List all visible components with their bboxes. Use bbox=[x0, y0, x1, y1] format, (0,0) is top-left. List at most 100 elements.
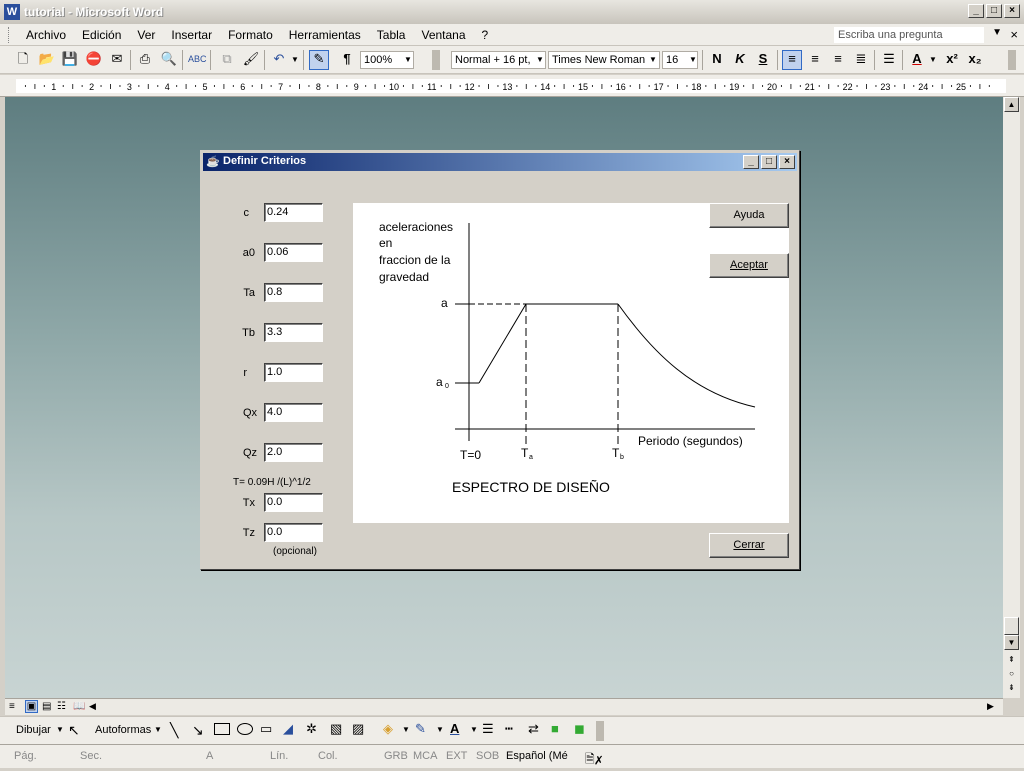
close-document-icon[interactable]: × bbox=[1010, 27, 1018, 42]
line-color-dropdown-icon[interactable]: ▼ bbox=[436, 725, 444, 734]
font-dropdown-icon[interactable]: ▼ bbox=[649, 55, 657, 64]
menu-insertar[interactable]: Insertar bbox=[171, 27, 213, 42]
draw-menu-button[interactable]: Dibujar bbox=[16, 724, 51, 736]
align-left-icon[interactable]: ≡ bbox=[782, 50, 802, 70]
web-view-icon[interactable]: ▣ bbox=[25, 700, 38, 713]
normal-view-icon[interactable]: ≡ bbox=[9, 701, 15, 712]
style-select[interactable]: Normal + 16 pt, bbox=[451, 51, 546, 69]
browse-object-icon[interactable]: ○ bbox=[1009, 669, 1014, 678]
menu-help[interactable]: ? bbox=[481, 27, 489, 42]
horizontal-ruler[interactable]: 1 2 3 4 5 6 7 8 9 10 11 12 13 14 15 16 17 18 19 20 21 22 23 24 2… bbox=[0, 75, 1024, 97]
horizontal-scrollbar[interactable]: ≡ ▣ ▤ ☷ 📖 ◀ ▶ bbox=[5, 698, 1003, 715]
open-folder-icon[interactable]: 📂 bbox=[38, 51, 56, 66]
spelling-icon[interactable]: ABC bbox=[188, 54, 207, 64]
next-page-icon[interactable]: ⇟ bbox=[1008, 683, 1015, 692]
dialog-maximize-button[interactable]: □ bbox=[761, 155, 777, 169]
spelling-status-icon[interactable]: 🗎✗ bbox=[585, 752, 603, 766]
font-color-dropdown-icon[interactable]: ▼ bbox=[929, 55, 937, 64]
dialog-minimize-button[interactable]: _ bbox=[743, 155, 759, 169]
font-size-dropdown-icon[interactable]: ▼ bbox=[689, 55, 697, 64]
field-input-a0[interactable]: 0.06 bbox=[264, 243, 323, 262]
align-right-icon[interactable]: ≡ bbox=[834, 51, 842, 66]
word-app-icon[interactable]: W bbox=[4, 4, 20, 20]
field-input-tb[interactable]: 3.3 bbox=[264, 323, 323, 342]
align-center-icon[interactable]: ≡ bbox=[811, 51, 819, 66]
italic-button[interactable]: K bbox=[735, 51, 745, 66]
line-color-icon[interactable]: ✎ bbox=[415, 721, 426, 736]
undo-dropdown-icon[interactable]: ▼ bbox=[291, 55, 299, 64]
textbox-icon[interactable]: ▭ bbox=[260, 721, 273, 736]
menu-ver[interactable]: Ver bbox=[137, 27, 156, 42]
menu-archivo[interactable]: Archivo bbox=[26, 27, 67, 42]
field-input-tz[interactable]: 0.0 bbox=[264, 523, 323, 542]
undo-icon[interactable]: ↶ bbox=[273, 51, 285, 66]
new-document-icon[interactable]: 🗋 bbox=[17, 51, 29, 66]
menu-ventana[interactable]: Ventana bbox=[421, 27, 466, 42]
scroll-thumb[interactable] bbox=[1004, 617, 1019, 635]
menu-edicion[interactable]: Edición bbox=[82, 27, 122, 42]
status-language[interactable]: Español (Mé bbox=[506, 750, 568, 762]
3d-style-icon[interactable]: ◼ bbox=[574, 721, 585, 736]
accept-button[interactable]: Aceptar bbox=[709, 253, 789, 278]
bold-button[interactable]: N bbox=[712, 51, 722, 66]
justify-icon[interactable]: ≣ bbox=[855, 51, 867, 66]
copy-icon[interactable]: ⧉ bbox=[222, 51, 232, 66]
field-input-tx[interactable]: 0.0 bbox=[264, 493, 323, 512]
scroll-left-icon[interactable]: ◀ bbox=[89, 701, 96, 711]
select-objects-icon[interactable]: ↖ bbox=[68, 722, 80, 738]
permission-icon[interactable]: ⛔ bbox=[85, 51, 103, 66]
dash-style-icon[interactable]: ┅ bbox=[505, 721, 513, 736]
print-view-icon[interactable]: ▤ bbox=[42, 701, 52, 712]
autoshapes-dropdown-icon[interactable]: ▼ bbox=[154, 725, 162, 734]
zoom-dropdown-icon[interactable]: ▼ bbox=[404, 55, 412, 64]
ask-dropdown-icon[interactable]: ▼ bbox=[992, 27, 1002, 38]
field-input-ta[interactable]: 0.8 bbox=[264, 283, 323, 302]
draw-dropdown-icon[interactable]: ▼ bbox=[56, 725, 64, 734]
scroll-right-icon[interactable]: ▶ bbox=[987, 701, 994, 711]
maximize-button[interactable]: □ bbox=[986, 4, 1002, 18]
menu-herramientas[interactable]: Herramientas bbox=[288, 27, 361, 42]
clipart-icon[interactable]: ▧ bbox=[330, 721, 343, 736]
print-icon[interactable]: ⎙ bbox=[139, 51, 151, 66]
minimize-button[interactable]: _ bbox=[968, 4, 984, 18]
menu-tabla[interactable]: Tabla bbox=[376, 27, 406, 42]
status-overtype[interactable]: SOB bbox=[476, 750, 500, 762]
arrow-icon[interactable]: ↘ bbox=[192, 722, 204, 738]
email-icon[interactable]: ✉ bbox=[111, 51, 123, 66]
format-painter-icon[interactable]: 🖌 bbox=[242, 51, 260, 66]
scroll-down-icon[interactable]: ▼ bbox=[1004, 635, 1019, 650]
outline-view-icon[interactable]: ☷ bbox=[57, 701, 66, 712]
zoom-select[interactable]: 100% bbox=[360, 51, 414, 69]
toolbar-options-icon[interactable] bbox=[596, 721, 604, 741]
field-input-qz[interactable]: 2.0 bbox=[264, 443, 323, 462]
bullets-icon[interactable]: ☰ bbox=[883, 51, 895, 66]
close-dialog-button[interactable]: Cerrar bbox=[709, 533, 789, 558]
close-button[interactable]: × bbox=[1004, 4, 1020, 18]
drawing-toggle-icon[interactable]: ✎ bbox=[309, 50, 329, 70]
wordart-icon[interactable]: ◢ bbox=[283, 721, 293, 736]
font-size-select[interactable]: 16 bbox=[662, 51, 698, 69]
status-extend[interactable]: EXT bbox=[446, 750, 468, 762]
previous-page-icon[interactable]: ⇞ bbox=[1008, 655, 1015, 664]
style-dropdown-icon[interactable]: ▼ bbox=[536, 55, 544, 64]
draw-font-color-dropdown-icon[interactable]: ▼ bbox=[470, 725, 478, 734]
oval-icon[interactable] bbox=[237, 723, 253, 735]
status-track[interactable]: MCA bbox=[413, 750, 438, 762]
print-preview-icon[interactable]: 🔍 bbox=[160, 51, 178, 66]
font-color-icon[interactable]: A bbox=[912, 51, 922, 66]
dialog-titlebar[interactable]: ☕ Definir Criterios _ □ × bbox=[203, 153, 797, 171]
show-formatting-icon[interactable]: ¶ bbox=[343, 51, 351, 66]
rectangle-icon[interactable] bbox=[214, 723, 230, 735]
insert-picture-icon[interactable]: ▨ bbox=[352, 721, 365, 736]
scroll-up-icon[interactable]: ▲ bbox=[1004, 97, 1019, 112]
field-input-r[interactable]: 1.0 bbox=[264, 363, 323, 382]
line-icon[interactable]: ╲ bbox=[170, 722, 179, 738]
ruler-track[interactable] bbox=[16, 79, 1006, 93]
help-button[interactable]: Ayuda bbox=[709, 203, 789, 228]
status-record[interactable]: GRB bbox=[384, 750, 408, 762]
field-input-c[interactable]: 0.24 bbox=[264, 203, 323, 222]
save-icon[interactable]: 💾 bbox=[61, 51, 79, 66]
diagram-icon[interactable]: ✲ bbox=[306, 721, 317, 736]
draw-font-color-icon[interactable]: A bbox=[450, 721, 460, 736]
underline-button[interactable]: S bbox=[758, 51, 768, 66]
